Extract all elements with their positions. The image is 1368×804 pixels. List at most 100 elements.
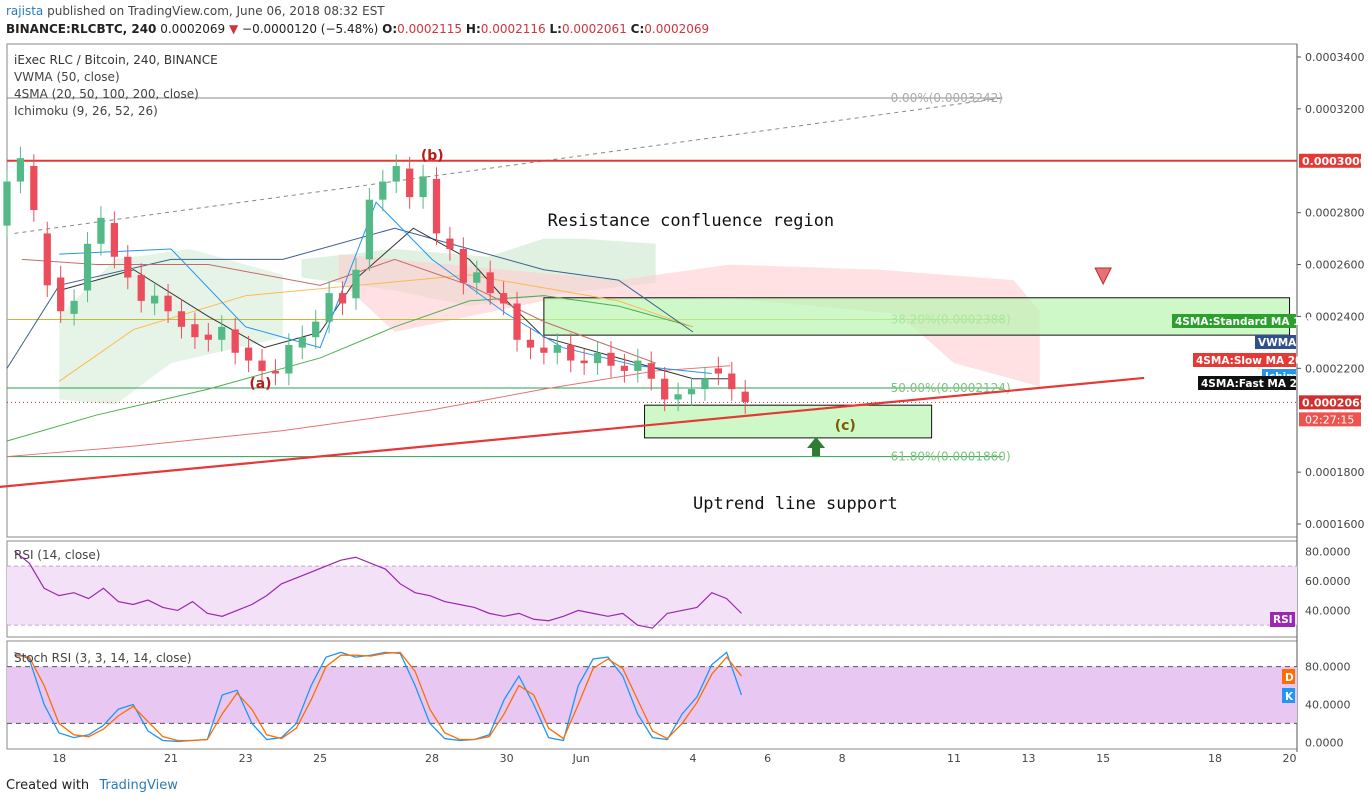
candle-body <box>486 272 494 294</box>
candle-body <box>365 199 374 260</box>
close-value: 0.0002069 <box>644 22 710 36</box>
resistance-annotation: Resistance confluence region <box>548 211 835 231</box>
candle-body <box>661 378 669 400</box>
candle-body <box>258 360 266 371</box>
candle-body <box>151 295 159 304</box>
author-link[interactable]: rajista <box>6 4 44 18</box>
resistance-zone <box>543 297 1291 336</box>
support-annotation: Uptrend line support <box>693 494 898 514</box>
y-tick-label: 0.0003400 <box>1305 51 1365 64</box>
rsi-tick-label: 40.0000 <box>1305 604 1351 617</box>
footer-created: Created with <box>6 778 90 793</box>
candle-body <box>674 394 682 400</box>
stoch-d-line <box>14 651 742 742</box>
ichimoku-cloud-green-left <box>59 248 283 405</box>
high-label: H: <box>465 22 481 36</box>
stoch-tick-label: 0.0000 <box>1305 736 1344 749</box>
x-tick-label: 20 <box>1283 752 1297 765</box>
publish-line: rajista published on TradingView.com, Ju… <box>6 4 385 18</box>
rsi-line <box>14 550 742 629</box>
fib-level-label: 50.00%(0.0002124) <box>891 381 1011 395</box>
fib-trend-line <box>14 97 1003 234</box>
fib-level-label: 61.80%(0.0001860) <box>891 450 1011 464</box>
candle-body <box>553 344 561 353</box>
candle-body <box>124 256 132 278</box>
candle-body <box>634 360 642 371</box>
ma-50-line <box>58 274 694 382</box>
rsi-band <box>7 566 1297 626</box>
x-tick-label: 23 <box>239 752 253 765</box>
fib-level-label: 0.00%(0.0003242) <box>891 91 1003 105</box>
candle-body <box>97 217 105 244</box>
ma-price-tag <box>1193 353 1296 367</box>
candle-body <box>285 344 293 374</box>
candle-body <box>446 238 454 249</box>
tradingview-logo[interactable]: TradingView <box>99 778 178 793</box>
x-tick-label: 6 <box>764 752 771 765</box>
rsi-tag-label: RSI <box>1273 614 1293 626</box>
candle-body <box>83 243 92 291</box>
x-tick-label: 8 <box>839 752 846 765</box>
stoch-title: Stoch RSI (3, 3, 14, 14, close) <box>14 651 192 665</box>
candle-body <box>580 360 588 364</box>
stoch-tag-label: K <box>1285 691 1294 703</box>
candle-body <box>392 165 400 182</box>
stoch-tag <box>1282 669 1295 684</box>
rsi-title: RSI (14, close) <box>14 548 100 562</box>
ma-price-tag <box>1172 314 1296 328</box>
candle-body <box>312 321 320 338</box>
stoch-band <box>7 666 1297 724</box>
candle-body <box>473 272 481 283</box>
candle-body <box>231 329 239 353</box>
candle-body <box>16 158 25 182</box>
x-tick-label: 13 <box>1022 752 1036 765</box>
x-tick-label: 11 <box>947 752 961 765</box>
indicator-legend: 4SMA (20, 50, 100, 200, close) <box>14 87 199 101</box>
wave-c-label: (c) <box>835 418 856 434</box>
candle-body <box>647 363 655 379</box>
wave-a-label: (a) <box>249 376 271 392</box>
x-tick-label: 30 <box>500 752 514 765</box>
candle-body <box>43 233 51 286</box>
down-arrow-icon <box>1094 267 1112 286</box>
candle-body <box>406 168 414 198</box>
y-tick-label: 0.0001600 <box>1305 518 1365 531</box>
stoch-tag <box>1282 688 1295 703</box>
candle-body <box>191 324 199 338</box>
ohlc-line: BINANCE:RLCBTC, 240 0.0002069 ▼ −0.00001… <box>6 22 709 36</box>
open-value: 0.0002115 <box>397 22 463 36</box>
candle-body <box>244 347 253 361</box>
candle-body <box>30 165 38 211</box>
rsi-tick-label: 80.0000 <box>1305 545 1351 558</box>
ma-price-tag-label: 4SMA:Fast MA 20 <box>1201 378 1304 390</box>
x-tick-label: 4 <box>690 752 697 765</box>
ma-price-tag-label: 4SMA:Standard MA 100 <box>1175 316 1315 328</box>
up-arrow-stem <box>812 448 821 456</box>
low-value: 0.0002061 <box>561 22 627 36</box>
ma-price-tag <box>1198 376 1296 390</box>
candle-body <box>57 277 65 312</box>
candle-body <box>513 303 521 340</box>
symbol-label: BINANCE:RLCBTC, 240 <box>6 22 157 36</box>
ma-price-tag-label: VWMA <box>1258 337 1297 349</box>
ma-price-tag <box>1255 335 1296 349</box>
candle-body <box>526 339 535 348</box>
stoch-tick-label: 40.0000 <box>1305 698 1351 711</box>
y-tick-label: 0.0001800 <box>1305 466 1365 479</box>
ma-200-line <box>6 365 731 458</box>
y-tick-label: 0.0002800 <box>1305 207 1365 220</box>
resistance-price-label: 0.0003000 <box>1302 155 1368 168</box>
price-change: −0.0000120 (−5.48%) <box>242 22 379 36</box>
vwma-line <box>6 227 694 369</box>
y-tick-label: 0.0003200 <box>1305 103 1365 116</box>
candle-body <box>419 176 427 198</box>
candle-body <box>620 365 629 371</box>
close-label: C: <box>630 22 645 36</box>
y-tick-label: 0.0002200 <box>1305 362 1365 375</box>
candle-body <box>352 269 360 299</box>
open-label: O: <box>382 22 398 36</box>
candle-body <box>607 352 615 366</box>
indicator-legend: Ichimoku (9, 26, 52, 26) <box>14 104 158 118</box>
candle-body <box>714 368 722 374</box>
